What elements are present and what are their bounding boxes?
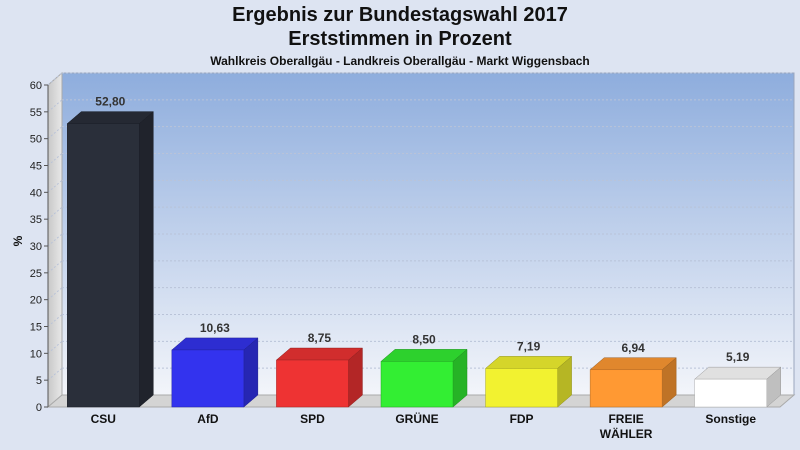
y-tick-label: 15: [30, 322, 42, 334]
y-tick-label: 10: [30, 348, 42, 360]
category-label: SPD: [300, 412, 325, 426]
category-label: CSU: [91, 412, 116, 426]
bar-sonstige: [694, 366, 782, 408]
y-tick-label: 45: [30, 161, 42, 173]
value-label: 8,75: [308, 331, 332, 345]
chart-title: Ergebnis zur Bundestagswahl 2017: [232, 4, 568, 26]
bar-freie-wähler: [589, 357, 677, 408]
y-tick-label: 20: [30, 295, 42, 307]
value-label: 52,80: [95, 95, 125, 109]
y-tick-label: 50: [30, 134, 42, 146]
bar-csu: [66, 111, 154, 408]
category-label: FREIE: [608, 412, 643, 426]
y-tick-label: 60: [30, 80, 42, 92]
bar-spd: [275, 347, 364, 408]
y-tick-label: 25: [30, 268, 42, 280]
value-label: 6,94: [621, 341, 645, 355]
category-label: Sonstige: [705, 412, 756, 426]
y-tick-label: 55: [30, 107, 42, 119]
value-label: 5,19: [726, 350, 750, 364]
bar-afd: [171, 337, 259, 408]
y-tick-label: 0: [36, 402, 42, 414]
category-label: WÄHLER: [600, 426, 653, 441]
y-tick-label: 40: [30, 187, 42, 199]
chart-subtitle: Wahlkreis Oberallgäu - Landkreis Oberall…: [210, 54, 590, 68]
value-label: 7,19: [517, 339, 541, 353]
category-label: GRÜNE: [395, 411, 438, 426]
bar-grüne: [380, 348, 468, 408]
value-label: 10,63: [200, 321, 230, 335]
y-axis-label: %: [11, 235, 25, 246]
chart-title-line2: Erststimmen in Prozent: [288, 28, 512, 50]
category-label: AfD: [197, 412, 219, 426]
value-label: 8,50: [412, 332, 436, 346]
y-tick-label: 5: [36, 375, 42, 387]
y-tick-label: 35: [30, 214, 42, 226]
y-tick-label: 30: [30, 241, 42, 253]
bar-fdp: [484, 355, 573, 408]
category-label: FDP: [510, 412, 534, 426]
